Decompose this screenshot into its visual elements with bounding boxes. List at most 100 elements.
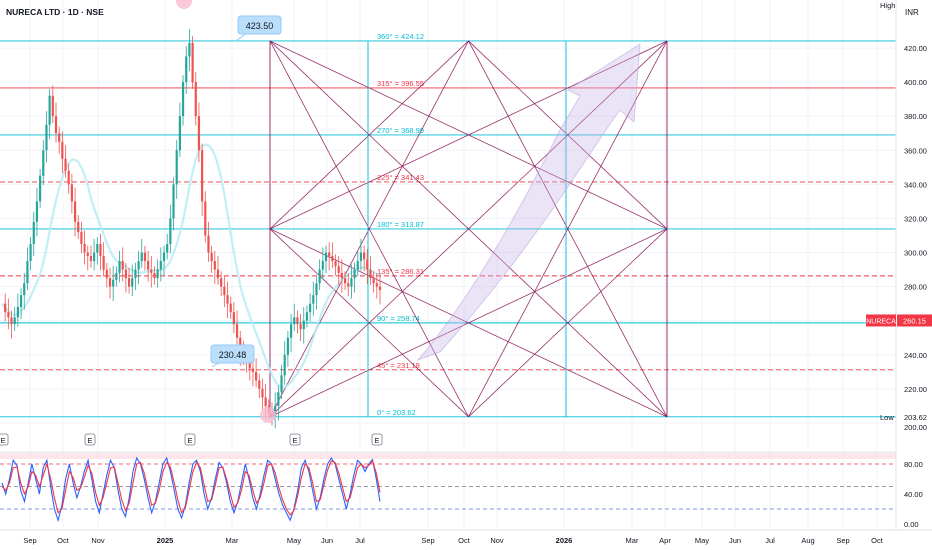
currency-label: INR [905, 8, 919, 17]
overbought-zone [0, 453, 896, 459]
candle-body [143, 252, 147, 262]
time-tick-label: Nov [91, 536, 105, 545]
oscillator-tick-label: 80.00 [904, 460, 923, 469]
candle-body [286, 337, 289, 355]
time-tick-label: Jun [729, 536, 741, 545]
candle-body [124, 269, 127, 279]
candle-body [223, 286, 226, 296]
gann-box [269, 40, 668, 418]
time-tick-label: Jun [321, 536, 333, 545]
candle-body [32, 221, 35, 245]
candle-body [197, 116, 201, 151]
candle-body [340, 273, 343, 279]
candle-body [137, 261, 140, 270]
candle-body [248, 363, 251, 369]
candle-body [16, 307, 19, 318]
low-tag: Low [880, 413, 894, 422]
candle-body [204, 201, 207, 236]
gann-line [269, 40, 469, 418]
candle-body [226, 295, 229, 304]
earnings-marker[interactable] [371, 433, 383, 446]
candle-body [80, 232, 83, 245]
candle-body [172, 184, 175, 219]
candle-body [73, 201, 77, 222]
candle-body [102, 255, 105, 270]
candle-body [201, 150, 204, 202]
candle-body [48, 95, 51, 125]
candle-body [283, 354, 286, 376]
price-tick-label: 240.00 [904, 351, 927, 360]
time-tick-label: Nov [490, 536, 504, 545]
last-price-value: 260.15 [903, 316, 926, 325]
candle-body [131, 278, 134, 287]
candle-body [140, 252, 143, 262]
earnings-marker[interactable] [184, 433, 196, 446]
earnings-marker-label: E [292, 436, 297, 445]
candle-body [77, 221, 80, 233]
candle-body [232, 312, 235, 325]
time-tick-label: Aug [801, 536, 814, 545]
candle-body [359, 252, 363, 262]
gann-line [468, 40, 668, 418]
candle-body [134, 269, 137, 279]
earnings-marker[interactable] [84, 433, 96, 446]
gann-line [468, 228, 668, 418]
gann-line [269, 40, 469, 230]
candle-body [210, 252, 213, 262]
candle-body [353, 269, 356, 279]
candle-body [67, 170, 70, 185]
candle-body [105, 269, 108, 279]
time-tick-label: Mar [626, 536, 639, 545]
trend-arrow [416, 43, 641, 362]
time-tick-label: May [287, 536, 301, 545]
candle-body [220, 278, 223, 287]
oscillator-tick-label: 40.00 [904, 490, 923, 499]
candle-body [315, 283, 318, 296]
earnings-marker-label: E [0, 436, 5, 445]
time-tick-label: Oct [458, 536, 471, 545]
candle-body [188, 42, 191, 57]
candle-body [162, 252, 166, 262]
gann-level-label: 45° = 231.18 [377, 361, 420, 370]
candle-body [35, 201, 39, 222]
candle-body [7, 312, 10, 318]
price-tick-label: 380.00 [904, 112, 927, 121]
candle-body [150, 269, 153, 273]
earnings-marker[interactable] [0, 433, 9, 446]
earnings-marker[interactable] [289, 433, 301, 446]
low-marker [260, 407, 276, 423]
price-tick-label: 300.00 [904, 249, 927, 258]
time-tick-label: Sep [421, 536, 434, 545]
callout-label: 230.48 [219, 350, 247, 360]
price-tick-label: 200.00 [904, 423, 927, 432]
candle-body [305, 312, 309, 321]
grid [0, 0, 896, 530]
candle-body [328, 252, 331, 256]
candle-body [369, 269, 372, 279]
candle-body [42, 150, 45, 176]
candle-body [61, 141, 64, 159]
price-tick-label: 280.00 [904, 283, 927, 292]
candle-body [54, 116, 58, 134]
earnings-marker-label: E [187, 436, 192, 445]
time-tick-label: Apr [659, 536, 671, 545]
candle-body [83, 244, 86, 253]
price-tick-label: 320.00 [904, 214, 927, 223]
last-price-tag [897, 314, 932, 327]
candle-body [299, 324, 302, 330]
stochastic-oscillator: 0.00 40.00 80.00 [0, 451, 923, 529]
last-price-symbol-tag [866, 314, 896, 327]
time-tick-label: Jul [355, 536, 365, 545]
candle-body [194, 82, 197, 117]
high-marker [176, 0, 192, 9]
gann-line [269, 228, 668, 418]
candle-body [121, 261, 124, 270]
candle-body [29, 244, 32, 262]
time-tick-label: Sep [23, 536, 36, 545]
time-tick-label: 2025 [157, 536, 174, 545]
candle-body [159, 261, 162, 270]
candle-body [39, 175, 42, 202]
candle-body [378, 286, 382, 291]
price-tick-label: 420.00 [904, 44, 927, 53]
